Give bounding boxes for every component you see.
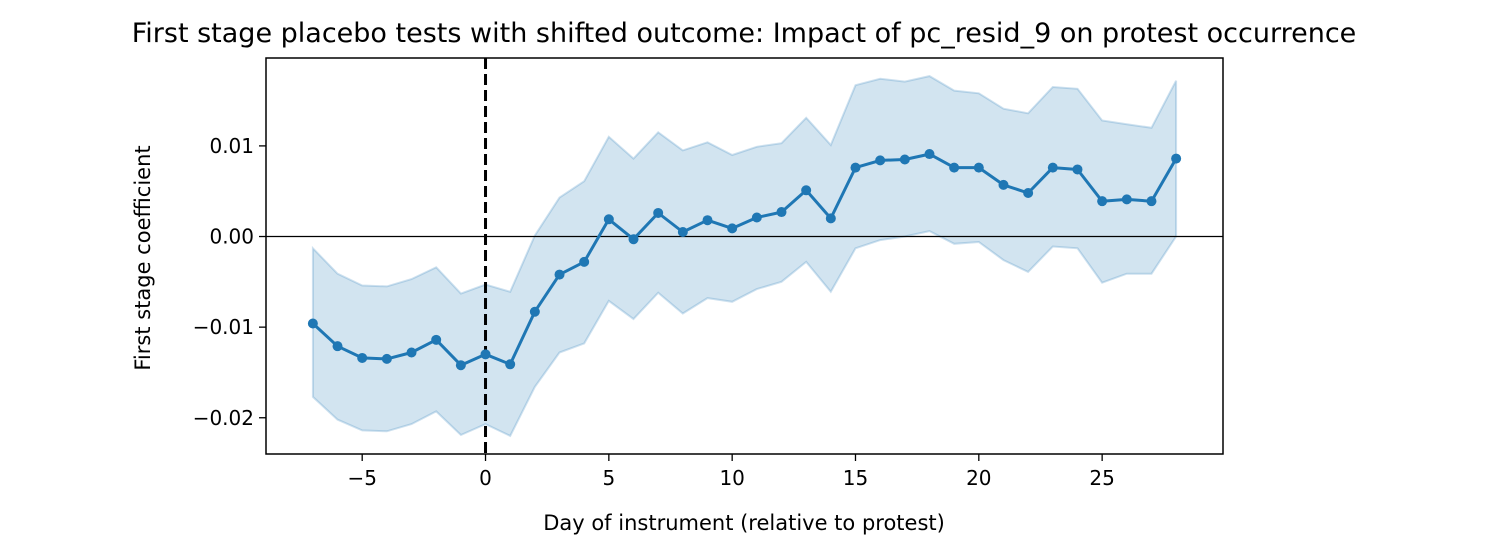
y-axis-label: First stage coefficient — [131, 145, 155, 370]
data-point — [579, 256, 590, 267]
series-line — [311, 152, 1178, 367]
data-point — [1146, 196, 1157, 207]
data-point — [751, 212, 762, 223]
data-point — [554, 269, 565, 280]
data-point — [505, 359, 516, 370]
x-tick-label: 10 — [719, 466, 744, 490]
x-axis-ticks: −5 0 5 10 15 20 25 — [347, 454, 1115, 490]
data-point — [1121, 194, 1132, 205]
x-tick-label: −5 — [347, 466, 376, 490]
data-point — [776, 207, 787, 218]
data-point — [677, 226, 688, 237]
data-point — [529, 306, 540, 317]
data-point — [924, 149, 935, 160]
chart-title: First stage placebo tests with shifted o… — [132, 18, 1357, 49]
data-point — [381, 353, 392, 364]
data-point — [1171, 153, 1182, 164]
data-point — [949, 162, 960, 173]
data-point — [406, 347, 417, 358]
x-tick-label: 15 — [843, 466, 868, 490]
data-point — [332, 341, 343, 352]
data-point — [653, 207, 664, 218]
data-point — [1023, 188, 1034, 199]
data-point — [1072, 164, 1083, 175]
data-point — [875, 155, 886, 166]
data-point — [307, 318, 318, 329]
data-point — [628, 234, 639, 245]
data-point — [455, 360, 466, 371]
data-point — [998, 179, 1009, 190]
data-point — [357, 352, 368, 363]
x-axis-label: Day of instrument (relative to protest) — [543, 511, 945, 535]
y-tick-label: −0.02 — [193, 406, 254, 430]
data-points — [307, 149, 1182, 371]
plot-area — [266, 58, 1223, 454]
x-tick-label: 25 — [1089, 466, 1114, 490]
confidence-band — [311, 75, 1178, 438]
x-tick-label: 5 — [602, 466, 615, 490]
data-point — [1047, 162, 1058, 173]
data-point — [825, 213, 836, 224]
y-tick-label: 0.00 — [209, 225, 254, 249]
x-tick-label: 0 — [479, 466, 492, 490]
y-tick-label: 0.01 — [209, 134, 254, 158]
plot-frame — [265, 57, 1224, 455]
data-point — [973, 162, 984, 173]
x-tick-label: 20 — [966, 466, 991, 490]
data-point — [431, 334, 442, 345]
data-point — [801, 185, 812, 196]
data-point — [850, 162, 861, 173]
data-point — [702, 215, 713, 226]
data-point — [1097, 196, 1108, 207]
y-axis-ticks: −0.02 −0.01 0.00 0.01 — [193, 134, 266, 430]
y-tick-label: −0.01 — [193, 315, 254, 339]
data-point — [899, 154, 910, 165]
data-point — [727, 223, 738, 234]
data-point — [480, 349, 491, 360]
data-point — [603, 214, 614, 225]
